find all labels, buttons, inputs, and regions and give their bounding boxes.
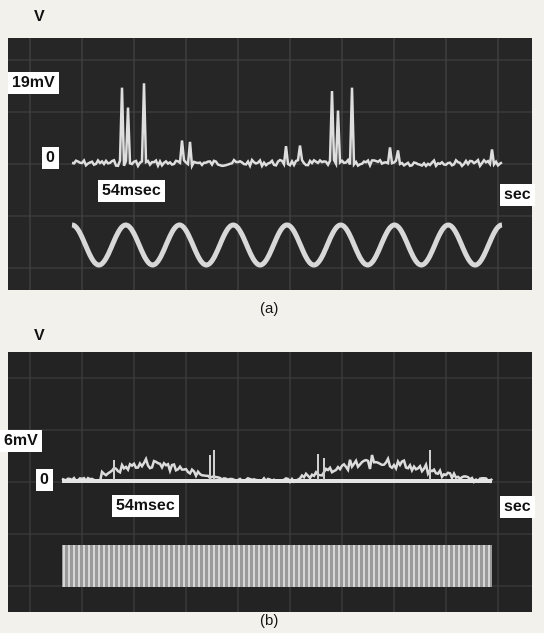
reference-band xyxy=(62,545,492,587)
scale-label: 19mV xyxy=(8,72,59,94)
signal-trace xyxy=(71,83,503,171)
y-axis-label: V xyxy=(34,8,45,25)
trace-group-a xyxy=(8,38,532,290)
x-axis-label: sec xyxy=(500,496,535,518)
zero-label: 0 xyxy=(42,147,59,169)
reference-wave xyxy=(71,222,503,268)
time-label: 54msec xyxy=(98,180,165,202)
trace-group-b xyxy=(8,352,532,612)
x-axis-label: sec xyxy=(500,184,535,206)
scale-label: 6mV xyxy=(0,430,42,452)
caption: (a) xyxy=(260,300,279,317)
y-axis-label: V xyxy=(34,327,45,344)
time-label: 54msec xyxy=(112,495,179,517)
zero-label: 0 xyxy=(36,469,53,491)
caption: (b) xyxy=(260,612,279,629)
